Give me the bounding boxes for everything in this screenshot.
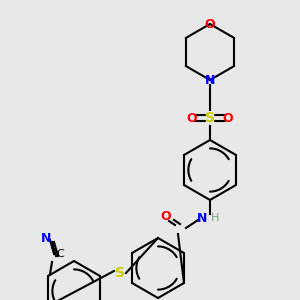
Text: C: C bbox=[56, 249, 64, 259]
Text: O: O bbox=[205, 17, 215, 31]
Text: N: N bbox=[41, 232, 51, 244]
Text: O: O bbox=[187, 112, 197, 124]
Text: H: H bbox=[211, 213, 219, 223]
Text: O: O bbox=[223, 112, 233, 124]
Text: N: N bbox=[205, 74, 215, 86]
Text: S: S bbox=[115, 266, 125, 280]
Text: N: N bbox=[197, 212, 207, 224]
Text: O: O bbox=[161, 209, 171, 223]
Text: S: S bbox=[205, 111, 215, 125]
